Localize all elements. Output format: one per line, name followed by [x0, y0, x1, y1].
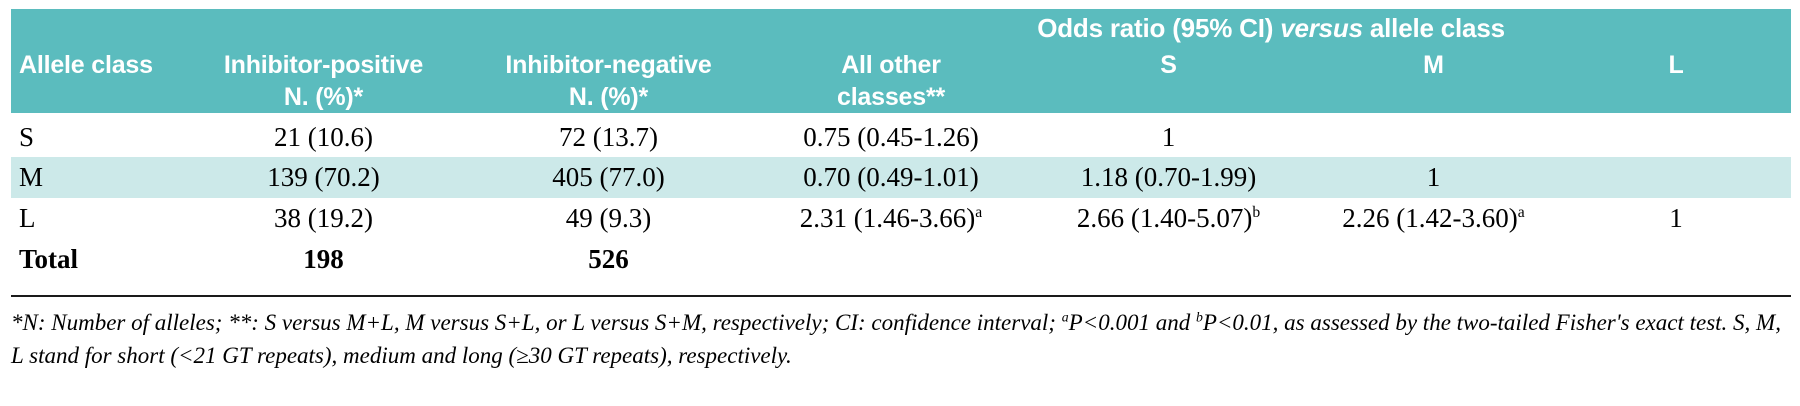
footnote-text: *N: Number of alleles; **: S versus M+L,…: [11, 309, 1062, 335]
footnote-sup-b: b: [1195, 308, 1203, 324]
cell-vs-l: [1561, 156, 1792, 198]
table-row-l: L 38 (19.2) 49 (9.3) 2.31 (1.46-3.66)a 2…: [11, 197, 1792, 239]
cell-vs-l: 1: [1561, 197, 1792, 239]
cell-allele-class: L: [11, 197, 181, 239]
col-header-inhibitor-positive: Inhibitor-positive N. (%)*: [181, 47, 466, 118]
span-title-post: allele class: [1362, 12, 1505, 43]
col-header-s: S: [1031, 47, 1306, 118]
footnote-divider: [11, 294, 1791, 297]
cell-vs-l: [1561, 115, 1792, 157]
cell-allele-class: M: [11, 156, 181, 198]
cell-vs-s: [1031, 238, 1306, 280]
spanning-header-row: Odds ratio (95% CI) versus allele class: [11, 9, 1792, 47]
table-row-total: Total 198 526: [11, 238, 1792, 280]
span-title-italic: versus: [1280, 12, 1363, 43]
cell-vs-l: [1561, 238, 1792, 280]
cell-inhibitor-positive: 38 (19.2): [181, 197, 466, 239]
cell-inhibitor-negative: 526: [466, 238, 751, 280]
footnote-sup-a: a: [1061, 308, 1069, 324]
col-header-inhibitor-negative: Inhibitor-negative N. (%)*: [466, 47, 751, 118]
cell-vs-s: 2.66 (1.40-5.07)b: [1031, 197, 1306, 239]
cell-inhibitor-negative: 405 (77.0): [466, 156, 751, 198]
table-body: S 21 (10.6) 72 (13.7) 0.75 (0.45-1.26) 1…: [11, 115, 1792, 280]
cell-vs-m: 2.26 (1.42-3.60)a: [1306, 197, 1561, 239]
cell-vs-all-other: 0.75 (0.45-1.26): [751, 115, 1031, 157]
span-title-pre: Odds ratio (95% CI): [1037, 12, 1281, 43]
footnote-text: P<0.01, as assessed by the two-tailed Fi…: [11, 309, 1781, 368]
cell-vs-s: 1.18 (0.70-1.99): [1031, 156, 1306, 198]
cell-inhibitor-positive: 139 (70.2): [181, 156, 466, 198]
cell-vs-m: 1: [1306, 156, 1561, 198]
cell-vs-s: 1: [1031, 115, 1306, 157]
cell-inhibitor-negative: 72 (13.7): [466, 115, 751, 157]
span-title: Odds ratio (95% CI) versus allele class: [751, 9, 1792, 47]
cell-vs-all-other: 2.31 (1.46-3.66)a: [751, 197, 1031, 239]
column-header-row: Allele class Inhibitor-positive N. (%)* I…: [11, 47, 1792, 118]
odds-ratio-table: Odds ratio (95% CI) versus allele class …: [11, 9, 1792, 280]
col-header-all-other-classes: All other classes**: [751, 47, 1031, 118]
cell-allele-class: Total: [11, 238, 181, 280]
footnote-text: P<0.001 and: [1068, 309, 1196, 335]
table-row-s: S 21 (10.6) 72 (13.7) 0.75 (0.45-1.26) 1: [11, 115, 1792, 157]
cell-vs-m: [1306, 238, 1561, 280]
cell-vs-all-other: [751, 238, 1031, 280]
cell-vs-m: [1306, 115, 1561, 157]
paper-table-figure: Odds ratio (95% CI) versus allele class …: [11, 9, 1792, 373]
col-header-m: M: [1306, 47, 1561, 118]
table-header: Odds ratio (95% CI) versus allele class …: [11, 9, 1792, 118]
cell-allele-class: S: [11, 115, 181, 157]
cell-vs-all-other: 0.70 (0.49-1.01): [751, 156, 1031, 198]
col-header-allele-class: Allele class: [11, 47, 181, 118]
header-spacer: [11, 9, 751, 47]
col-header-l: L: [1561, 47, 1792, 118]
cell-inhibitor-negative: 49 (9.3): [466, 197, 751, 239]
footnote: *N: Number of alleles; **: S versus M+L,…: [11, 306, 1781, 373]
cell-inhibitor-positive: 21 (10.6): [181, 115, 466, 157]
cell-inhibitor-positive: 198: [181, 238, 466, 280]
table-row-m: M 139 (70.2) 405 (77.0) 0.70 (0.49-1.01)…: [11, 156, 1792, 198]
